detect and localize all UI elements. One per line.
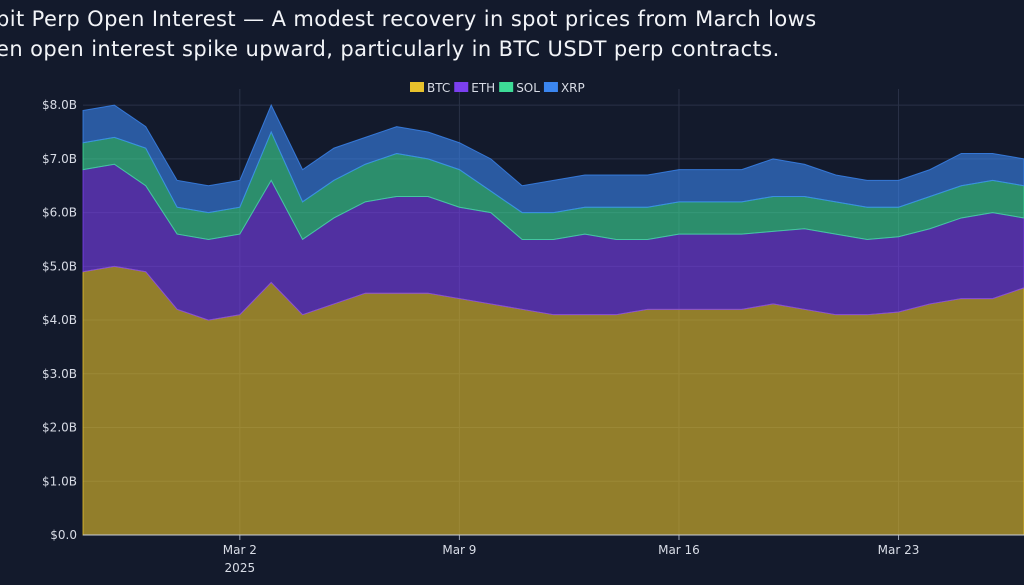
x-tick-label: Mar 9 — [442, 543, 476, 557]
y-tick-label: $5.0B — [42, 259, 77, 273]
y-tick-label: $6.0B — [42, 206, 77, 220]
legend-item: XRP — [543, 81, 585, 95]
y-tick-label: $7.0B — [42, 152, 77, 166]
y-tick-label: $8.0B — [42, 98, 77, 112]
legend-label: XRP — [561, 81, 585, 95]
legend-label: ETH — [471, 81, 495, 95]
x-tick-label: Mar 23 — [878, 543, 920, 557]
chart-title: en open interest spike upward, particula… — [0, 37, 780, 61]
legend-label: SOL — [516, 81, 540, 95]
legend-swatch — [499, 82, 514, 92]
legend-swatch — [454, 82, 469, 92]
y-tick-label: $4.0B — [42, 313, 77, 327]
legend-label: BTC — [427, 81, 450, 95]
x-tick-label: Mar 16 — [658, 543, 700, 557]
legend-item: ETH — [454, 81, 495, 95]
chart-title: bit Perp Open Interest — A modest recove… — [0, 7, 817, 31]
y-tick-label: $1.0B — [42, 474, 77, 488]
legend-swatch — [410, 82, 424, 92]
x-tick-label: Mar 2 — [223, 543, 257, 557]
y-tick-label: $3.0B — [42, 367, 77, 381]
y-tick-label: $2.0B — [42, 421, 77, 435]
area-xrp — [82, 103, 1024, 214]
legend-item: SOL — [499, 81, 540, 95]
y-tick-label: $0.0 — [50, 528, 77, 542]
x-year-label: 2025 — [225, 561, 256, 575]
legend-swatch — [543, 82, 558, 92]
legend-item: BTC — [410, 81, 450, 95]
